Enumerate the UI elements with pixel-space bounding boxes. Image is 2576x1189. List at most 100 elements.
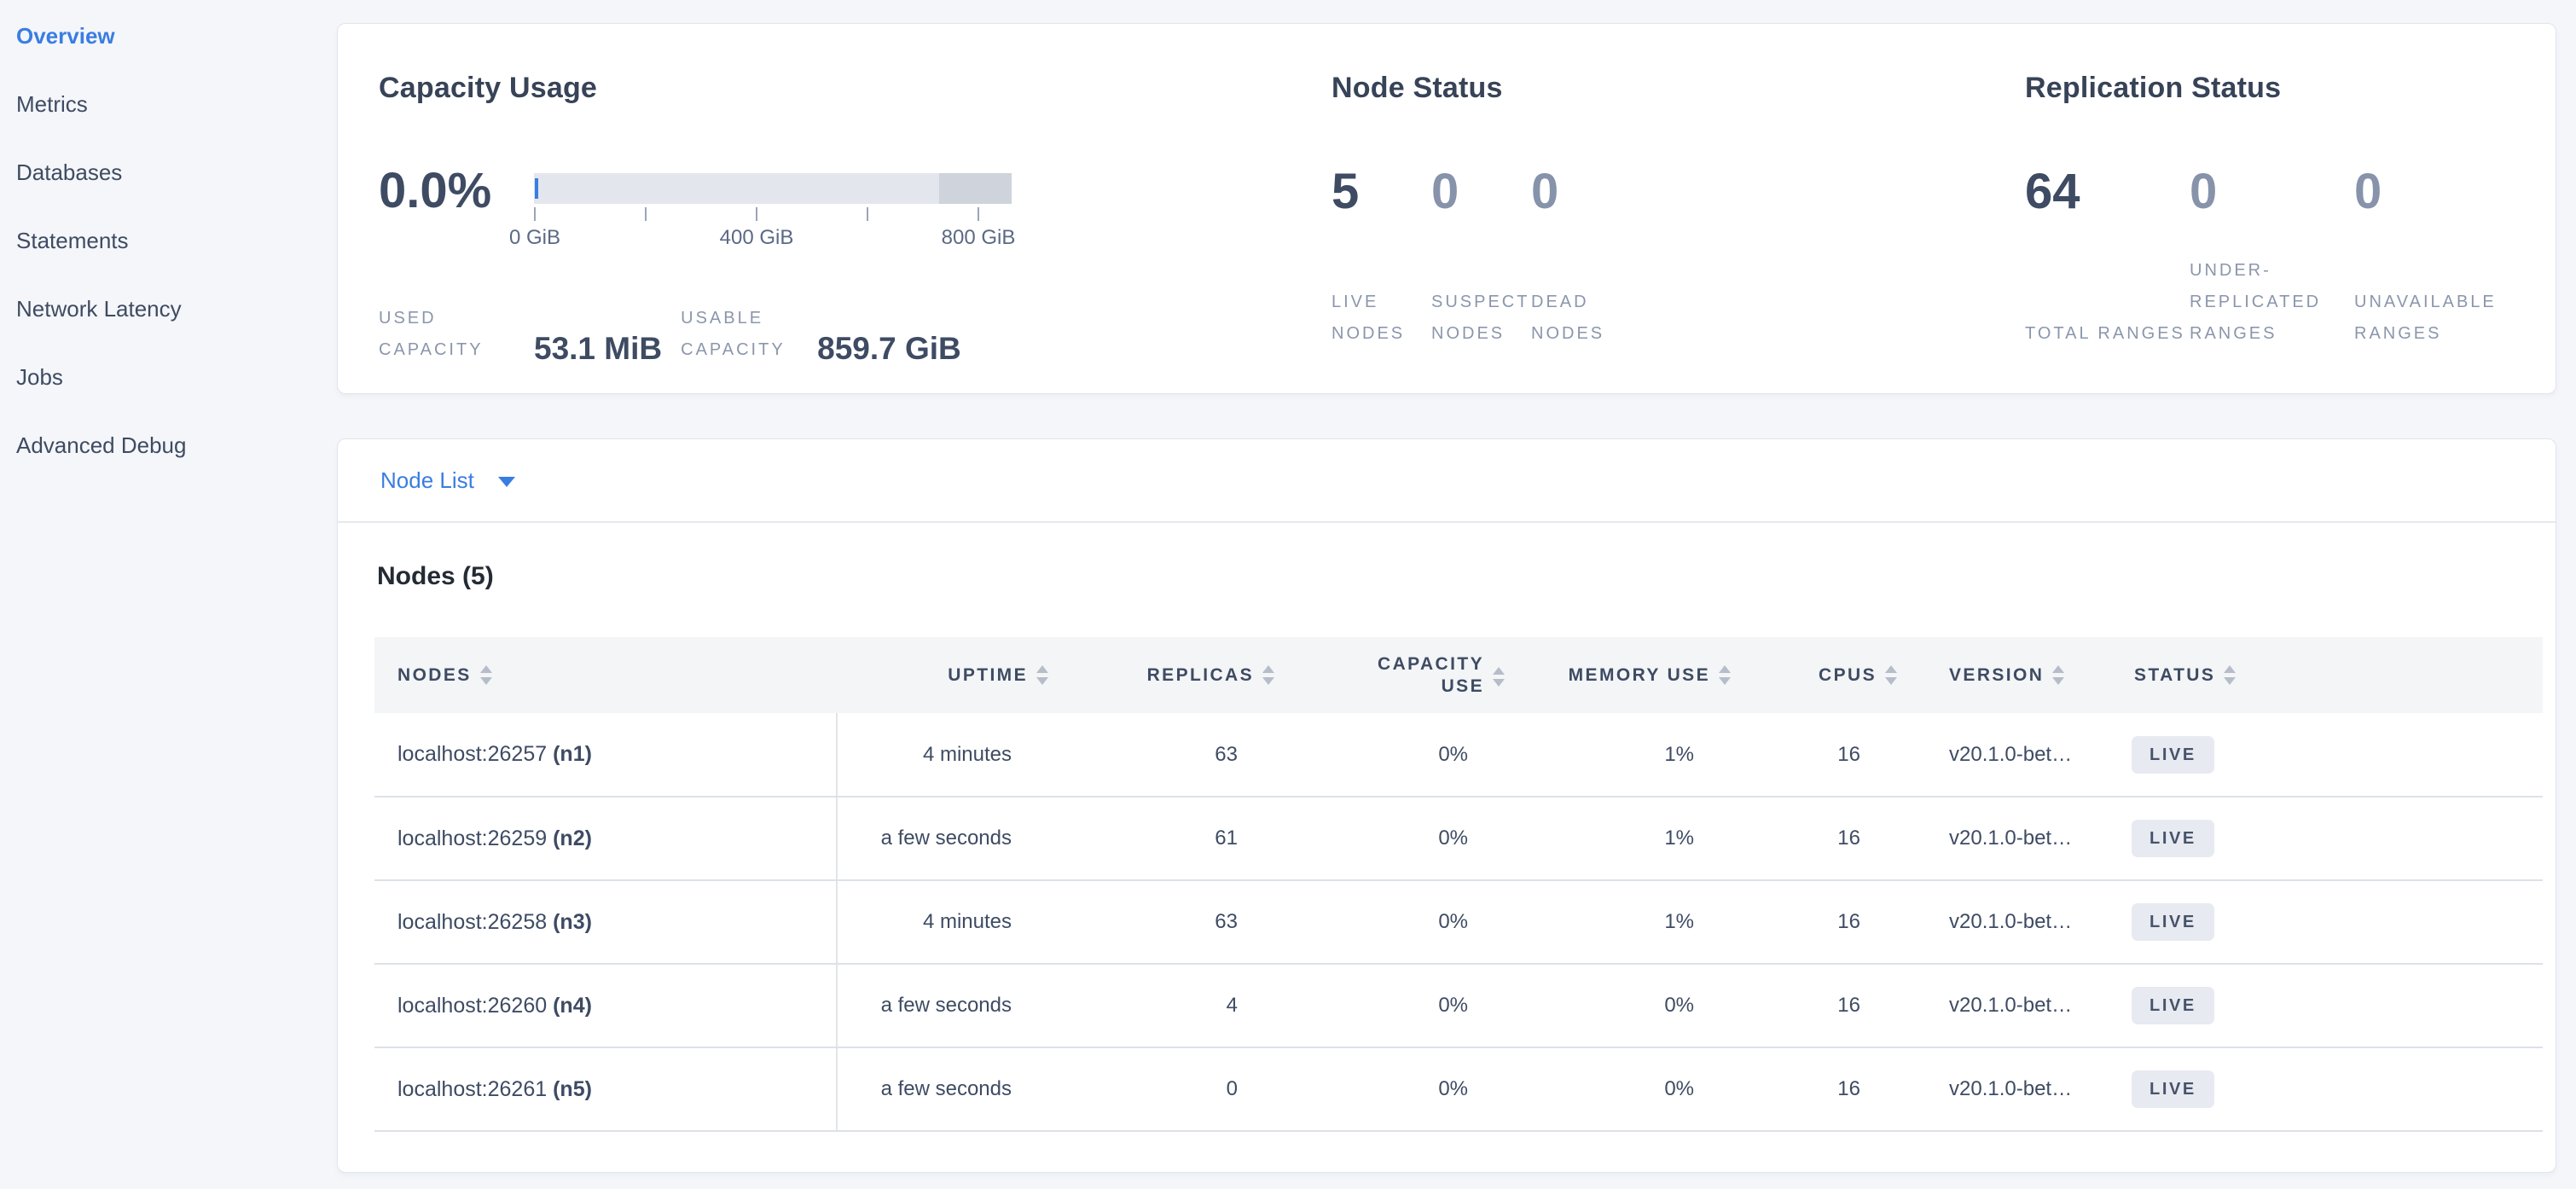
capacity-gauge-used-marker [535, 178, 538, 199]
used-capacity-stat: USED CAPACITY 53.1 MiB [379, 303, 662, 366]
capacity-use-cell: 0% [1285, 880, 1515, 965]
node-id: (n4) [553, 993, 592, 1018]
column-header-nodes[interactable]: NODES [374, 637, 837, 713]
replicas-cell: 63 [1059, 713, 1285, 798]
node-id: (n2) [553, 826, 592, 850]
node-address-cell: localhost:26257 (n1) [374, 713, 838, 798]
uptime-cell: a few seconds [837, 1047, 1059, 1132]
column-header-cpus[interactable]: CPUS [1741, 637, 1907, 713]
version-cell: v20.1.0-bet… [1907, 713, 2112, 798]
node-row[interactable]: localhost:26257 (n1) 4 minutes 63 0% 1% … [374, 713, 2543, 798]
status-cell: LIVE [2112, 713, 2543, 798]
node-row[interactable]: localhost:26259 (n2) a few seconds 61 0%… [374, 797, 2543, 881]
replicas-cell: 63 [1059, 880, 1285, 965]
node-row[interactable]: localhost:26260 (n4) a few seconds 4 0% … [374, 964, 2543, 1048]
version-cell: v20.1.0-bet… [1907, 797, 2112, 881]
nodes-table-header-row: NODES UPTIME REPLICAS CAPACITY USE MEMOR… [374, 637, 2543, 713]
uptime-cell: 4 minutes [837, 713, 1059, 798]
column-header-memory-use[interactable]: MEMORY USE [1515, 637, 1741, 713]
node-address: localhost:26257 [397, 742, 548, 766]
status-badge: LIVE [2132, 820, 2214, 857]
replicas-cell: 4 [1059, 964, 1285, 1048]
sidebar-item-advanced-debug[interactable]: Advanced Debug [0, 411, 337, 479]
sidebar-item-metrics[interactable]: Metrics [0, 70, 337, 138]
column-header-uptime[interactable]: UPTIME [837, 637, 1059, 713]
node-id: (n5) [553, 1076, 592, 1101]
node-id: (n3) [553, 909, 592, 934]
memory-use-cell: 1% [1515, 880, 1741, 965]
dead-nodes-metric: 0 DEAD NODES [1531, 165, 1631, 350]
sidebar-item-jobs[interactable]: Jobs [0, 343, 337, 411]
suspect-nodes-label: SUSPECT NODES [1431, 293, 1530, 343]
sort-icon [1036, 665, 1048, 685]
capacity-usage-title: Capacity Usage [379, 72, 598, 104]
live-nodes-metric: 5 LIVE NODES [1332, 165, 1431, 350]
dead-nodes-label: DEAD NODES [1531, 293, 1605, 343]
cpus-cell: 16 [1741, 964, 1907, 1048]
node-row[interactable]: localhost:26261 (n5) a few seconds 0 0% … [374, 1047, 2543, 1132]
column-header-label: MEMORY USE [1568, 664, 1710, 685]
suspect-nodes-metric: 0 SUSPECT NODES [1431, 165, 1531, 350]
column-header-status[interactable]: STATUS [2112, 637, 2543, 713]
under-replicated-ranges-metric: 0 UNDER-REPLICATED RANGES [2190, 165, 2354, 350]
capacity-use-cell: 0% [1285, 1047, 1515, 1132]
capacity-usage-section: Capacity Usage 0.0% 0 GiB 400 GiB 800 Gi… [379, 73, 1332, 393]
node-list-dropdown[interactable]: Node List [380, 467, 515, 494]
unavailable-ranges-value: 0 [2354, 164, 2382, 219]
tick-label-middle: 400 GiB [719, 226, 794, 249]
uptime-cell: a few seconds [837, 964, 1059, 1048]
total-ranges-label: TOTAL RANGES [2025, 324, 2185, 343]
column-header-capacity-use[interactable]: CAPACITY USE [1285, 637, 1515, 713]
capacity-use-cell: 0% [1285, 797, 1515, 881]
node-row[interactable]: localhost:26258 (n3) 4 minutes 63 0% 1% … [374, 880, 2543, 965]
status-badge: LIVE [2132, 735, 2214, 774]
column-header-replicas[interactable]: REPLICAS [1059, 637, 1285, 713]
replication-metrics: 64 TOTAL RANGES 0 UNDER-REPLICATED RANGE… [2025, 165, 2530, 350]
sidebar-item-label: Databases [16, 159, 123, 185]
used-capacity-label: USED CAPACITY [379, 309, 484, 359]
node-address-cell: localhost:26258 (n3) [374, 880, 838, 965]
column-header-version[interactable]: VERSION [1907, 637, 2112, 713]
capacity-use-cell: 0% [1285, 713, 1515, 798]
sidebar: Overview Metrics Databases Statements Ne… [0, 0, 337, 1189]
sidebar-item-databases[interactable]: Databases [0, 138, 337, 206]
sidebar-item-statements[interactable]: Statements [0, 206, 337, 275]
version-cell: v20.1.0-bet… [1907, 1047, 2112, 1132]
sort-icon [2224, 665, 2237, 685]
column-header-label: STATUS [2134, 664, 2216, 685]
tick-label-start: 0 GiB [508, 226, 561, 249]
replication-status-title: Replication Status [2025, 72, 2282, 104]
column-header-label: NODES [397, 664, 472, 685]
tick-label-end: 800 GiB [941, 226, 1016, 249]
node-address: localhost:26259 [397, 826, 548, 850]
usable-capacity-value: 859.7 GiB [817, 331, 961, 366]
sort-icon [1493, 666, 1505, 687]
replication-status-section: Replication Status 64 TOTAL RANGES 0 UND… [2025, 73, 2530, 393]
column-header-label: VERSION [1949, 664, 2045, 685]
memory-use-cell: 0% [1515, 964, 1741, 1048]
sidebar-item-label: Statements [16, 227, 129, 253]
capacity-use-cell: 0% [1285, 964, 1515, 1048]
capacity-gauge-tick-labels: 0 GiB 400 GiB 800 GiB [509, 226, 1015, 249]
memory-use-cell: 1% [1515, 797, 1741, 881]
node-address: localhost:26258 [397, 909, 548, 934]
node-address-cell: localhost:26260 (n4) [374, 964, 838, 1048]
used-capacity-value: 53.1 MiB [534, 331, 663, 366]
main-content: Capacity Usage 0.0% 0 GiB 400 GiB 800 Gi… [337, 0, 2556, 1173]
node-list-dropdown-label: Node List [380, 467, 474, 493]
sort-icon [1885, 665, 1897, 685]
sidebar-item-overview[interactable]: Overview [0, 2, 337, 70]
sort-icon [479, 665, 492, 685]
dead-nodes-value: 0 [1531, 164, 1559, 219]
capacity-gauge-row: 0.0% 0 GiB 400 GiB 800 GiB [379, 165, 1332, 250]
sidebar-item-label: Overview [16, 22, 115, 49]
capacity-gauge-track [534, 173, 1012, 204]
under-replicated-ranges-value: 0 [2190, 164, 2218, 219]
uptime-cell: a few seconds [837, 797, 1059, 881]
sidebar-item-network-latency[interactable]: Network Latency [0, 275, 337, 343]
status-cell: LIVE [2112, 964, 2543, 1048]
memory-use-cell: 0% [1515, 1047, 1741, 1132]
memory-use-cell: 1% [1515, 713, 1741, 798]
status-cell: LIVE [2112, 1047, 2543, 1132]
node-list-card-header: Node List [338, 439, 2556, 523]
